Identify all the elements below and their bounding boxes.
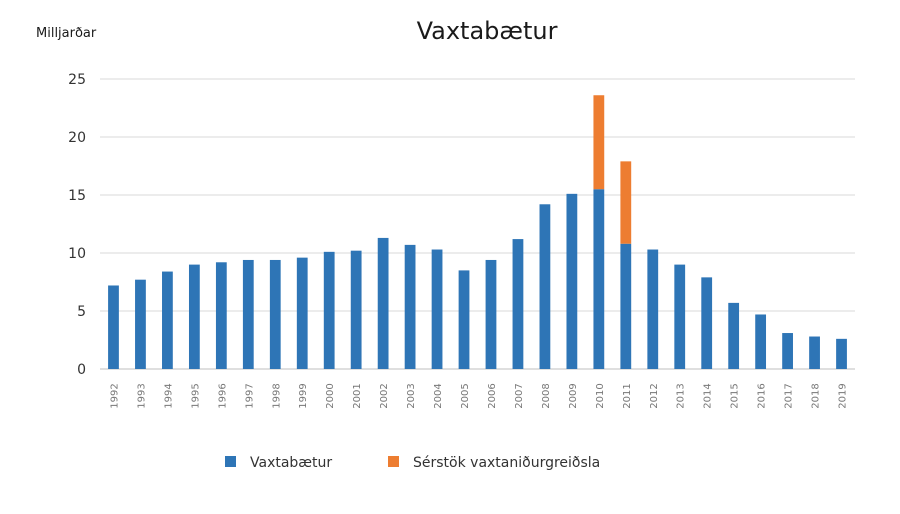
bar-vaxtabaetur-2013 bbox=[674, 264, 686, 369]
x-tick-label: 2010 bbox=[595, 383, 606, 408]
bar-vaxtabaetur-1995 bbox=[188, 264, 200, 369]
bar-vaxtabaetur-2014 bbox=[701, 277, 713, 369]
x-tick-label: 2003 bbox=[406, 383, 417, 408]
x-tick-label: 2015 bbox=[730, 383, 741, 408]
y-axis-ticks: 0 5 10 15 20 25 bbox=[68, 72, 86, 378]
x-tick-label: 1999 bbox=[298, 383, 309, 408]
legend-label-vaxtabaetur: Vaxtabætur bbox=[250, 455, 332, 471]
bar-serstok-2011 bbox=[620, 161, 632, 244]
y-tick-label: 0 bbox=[77, 362, 86, 378]
bar-vaxtabaetur-1994 bbox=[162, 271, 173, 369]
x-tick-label: 1996 bbox=[217, 383, 228, 408]
x-tick-label: 1998 bbox=[271, 383, 282, 408]
legend: Vaxtabætur Sérstök vaxtaniðurgreiðsla bbox=[225, 455, 600, 471]
x-tick-label: 2008 bbox=[541, 383, 552, 408]
bar-vaxtabaetur-2006 bbox=[485, 259, 497, 369]
x-tick-label: 2013 bbox=[676, 383, 687, 408]
bar-vaxtabaetur-2008 bbox=[539, 204, 551, 369]
bars bbox=[108, 95, 847, 369]
bar-vaxtabaetur-2018 bbox=[809, 336, 820, 369]
bar-vaxtabaetur-2001 bbox=[350, 250, 362, 369]
bar-vaxtabaetur-2005 bbox=[458, 270, 470, 369]
bar-vaxtabaetur-2012 bbox=[647, 249, 659, 369]
x-tick-label: 1995 bbox=[190, 383, 201, 408]
x-tick-label: 1993 bbox=[136, 383, 147, 408]
bar-vaxtabaetur-2009 bbox=[566, 193, 578, 369]
x-tick-label: 2004 bbox=[433, 383, 444, 408]
y-tick-label: 10 bbox=[68, 246, 86, 262]
x-tick-label: 2000 bbox=[325, 383, 336, 408]
x-tick-label: 2016 bbox=[757, 383, 768, 408]
x-tick-label: 1994 bbox=[163, 383, 174, 408]
bar-vaxtabaetur-2011 bbox=[620, 243, 632, 369]
bar-vaxtabaetur-2019 bbox=[836, 338, 847, 369]
x-axis-ticks: 1992 1993 1994 1995 1996 1997 1998 1999 2000 2001… bbox=[109, 383, 848, 408]
bar-vaxtabaetur-2015 bbox=[728, 302, 740, 369]
x-tick-label: 2018 bbox=[811, 383, 822, 408]
y-tick-label: 25 bbox=[68, 72, 86, 88]
legend-swatch-vaxtabaetur bbox=[225, 456, 236, 467]
x-tick-label: 2017 bbox=[784, 383, 795, 408]
x-tick-label: 2012 bbox=[649, 383, 660, 408]
x-tick-label: 1997 bbox=[244, 383, 255, 408]
x-tick-label: 2001 bbox=[352, 383, 363, 408]
x-tick-label: 2006 bbox=[487, 383, 498, 408]
y-tick-label: 20 bbox=[68, 130, 86, 146]
bar-vaxtabaetur-2007 bbox=[512, 239, 524, 369]
chart-title: Vaxtabætur bbox=[417, 17, 558, 45]
bar-vaxtabaetur-2017 bbox=[782, 333, 793, 369]
bar-vaxtabaetur-1999 bbox=[296, 257, 308, 369]
x-tick-label: 2002 bbox=[379, 383, 390, 408]
x-tick-label: 2014 bbox=[703, 383, 714, 408]
bar-serstok-2010 bbox=[593, 95, 605, 190]
bar-vaxtabaetur-1997 bbox=[242, 259, 254, 369]
bar-vaxtabaetur-1993 bbox=[135, 279, 146, 369]
x-tick-label: 2007 bbox=[514, 383, 525, 408]
bar-vaxtabaetur-1996 bbox=[215, 262, 227, 369]
y-tick-label: 15 bbox=[68, 188, 86, 204]
x-tick-label: 2009 bbox=[568, 383, 579, 408]
bar-vaxtabaetur-2010 bbox=[593, 189, 605, 369]
bar-vaxtabaetur-2002 bbox=[377, 237, 389, 369]
y-tick-label: 5 bbox=[77, 304, 86, 320]
bar-vaxtabaetur-2004 bbox=[431, 249, 443, 369]
x-tick-label: 2011 bbox=[622, 383, 633, 408]
legend-swatch-serstok bbox=[388, 456, 399, 467]
bar-vaxtabaetur-1992 bbox=[108, 285, 119, 369]
bar-vaxtabaetur-2000 bbox=[323, 251, 335, 369]
bar-vaxtabaetur-2016 bbox=[755, 314, 767, 369]
x-tick-label: 2005 bbox=[460, 383, 471, 408]
x-tick-label: 1992 bbox=[109, 383, 120, 408]
bar-vaxtabaetur-2003 bbox=[404, 244, 416, 369]
legend-label-serstok: Sérstök vaxtaniðurgreiðsla bbox=[413, 455, 600, 471]
bar-vaxtabaetur-1998 bbox=[269, 259, 281, 369]
gridlines bbox=[100, 78, 855, 370]
x-tick-label: 2019 bbox=[838, 383, 849, 408]
y-axis-label: Milljarðar bbox=[36, 26, 97, 41]
